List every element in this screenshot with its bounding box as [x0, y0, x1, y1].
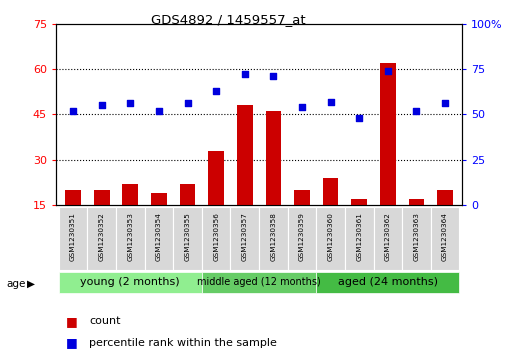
FancyBboxPatch shape	[145, 207, 173, 270]
Text: young (2 months): young (2 months)	[80, 277, 180, 287]
Bar	[437, 190, 453, 205]
Text: GSM1230361: GSM1230361	[356, 212, 362, 261]
Point	[126, 101, 134, 106]
Point	[155, 108, 163, 114]
Text: GSM1230356: GSM1230356	[213, 212, 219, 261]
Text: middle aged (12 months): middle aged (12 months)	[197, 277, 321, 287]
Bar	[65, 190, 81, 205]
Bar	[151, 193, 167, 205]
FancyBboxPatch shape	[87, 207, 116, 270]
Bar	[352, 199, 367, 205]
Text: GSM1230362: GSM1230362	[385, 212, 391, 261]
Bar	[180, 184, 196, 205]
Text: count: count	[89, 316, 120, 326]
Text: GSM1230351: GSM1230351	[70, 212, 76, 261]
Bar	[208, 151, 224, 205]
Text: GSM1230352: GSM1230352	[99, 212, 105, 261]
FancyBboxPatch shape	[345, 207, 373, 270]
Text: GSM1230357: GSM1230357	[242, 212, 248, 261]
Point	[241, 72, 249, 77]
Point	[327, 99, 335, 105]
FancyBboxPatch shape	[259, 207, 288, 270]
FancyBboxPatch shape	[59, 272, 202, 293]
FancyBboxPatch shape	[116, 207, 145, 270]
Bar	[122, 184, 138, 205]
Point	[269, 73, 277, 79]
Point	[298, 104, 306, 110]
FancyBboxPatch shape	[202, 272, 316, 293]
Point	[98, 102, 106, 108]
Bar	[380, 63, 396, 205]
Point	[355, 115, 363, 121]
FancyBboxPatch shape	[173, 207, 202, 270]
Text: ■: ■	[66, 315, 78, 328]
Text: GDS4892 / 1459557_at: GDS4892 / 1459557_at	[151, 13, 306, 26]
Text: aged (24 months): aged (24 months)	[338, 277, 438, 287]
Text: percentile rank within the sample: percentile rank within the sample	[89, 338, 277, 348]
Text: GSM1230355: GSM1230355	[184, 212, 190, 261]
Text: GSM1230364: GSM1230364	[442, 212, 448, 261]
Text: age: age	[6, 279, 25, 289]
FancyBboxPatch shape	[231, 207, 259, 270]
Text: ■: ■	[66, 337, 78, 350]
FancyBboxPatch shape	[431, 207, 459, 270]
Bar	[408, 199, 424, 205]
Bar	[237, 105, 252, 205]
FancyBboxPatch shape	[202, 207, 231, 270]
Point	[412, 108, 421, 114]
Point	[384, 68, 392, 74]
FancyBboxPatch shape	[288, 207, 316, 270]
Text: GSM1230358: GSM1230358	[270, 212, 276, 261]
FancyBboxPatch shape	[316, 272, 459, 293]
Bar	[94, 190, 110, 205]
Text: GSM1230359: GSM1230359	[299, 212, 305, 261]
Text: GSM1230354: GSM1230354	[156, 212, 162, 261]
Bar	[266, 111, 281, 205]
FancyBboxPatch shape	[402, 207, 431, 270]
FancyBboxPatch shape	[59, 207, 87, 270]
FancyBboxPatch shape	[316, 207, 345, 270]
FancyBboxPatch shape	[373, 207, 402, 270]
Point	[212, 88, 220, 94]
Point	[69, 108, 77, 114]
Text: GSM1230353: GSM1230353	[128, 212, 133, 261]
Bar	[294, 190, 310, 205]
Text: GSM1230360: GSM1230360	[328, 212, 334, 261]
Text: GSM1230363: GSM1230363	[414, 212, 420, 261]
Bar	[323, 178, 338, 205]
Text: ▶: ▶	[27, 279, 35, 289]
Point	[441, 101, 449, 106]
Point	[183, 101, 192, 106]
